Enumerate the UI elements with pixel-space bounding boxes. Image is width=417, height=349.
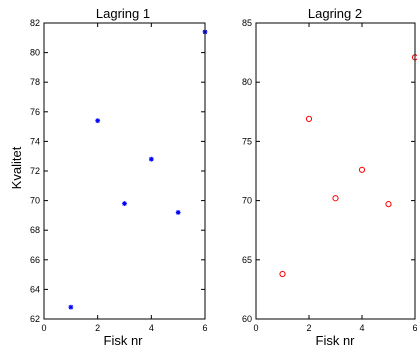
y-tick-label: 78 (30, 77, 40, 87)
y-tick-label: 64 (30, 284, 40, 294)
asterisk-stroke (95, 118, 100, 123)
y-tick-label: 70 (242, 196, 252, 206)
data-point (332, 195, 339, 202)
asterisk-stroke (122, 201, 127, 206)
axis-ticks: 0 2 4 6 60 65 70 75 80 85 (242, 18, 417, 333)
panel-lagring-1: Lagring 1 Fisk nr Kvalitet 0 2 4 6 62 64 66 68 7… (9, 6, 208, 348)
y-tick-label: 76 (30, 107, 40, 117)
data-points (68, 29, 208, 310)
data-point (175, 210, 181, 215)
x-tick-label: 2 (95, 323, 100, 333)
y-tick-label: 62 (30, 314, 40, 324)
panel-lagring-2: Lagring 2 Fisk nr 0 2 4 6 60 65 70 75 80 85 (242, 6, 417, 348)
x-tick-label: 4 (359, 323, 364, 333)
data-point (385, 201, 392, 208)
y-tick-label: 80 (30, 48, 40, 58)
y-tick-label: 82 (30, 18, 40, 28)
y-tick-label: 80 (242, 77, 252, 87)
y-tick-label: 60 (242, 314, 252, 324)
chart-title: Lagring 2 (308, 6, 362, 21)
plot-frame (43, 22, 206, 320)
plot-frame (255, 22, 416, 320)
data-point (95, 118, 101, 124)
x-tick-label: 0 (253, 323, 258, 333)
data-point (358, 166, 366, 173)
x-axis-label: Fisk nr (316, 333, 356, 348)
y-tick-label: 66 (30, 255, 40, 265)
y-axis-label: Kvalitet (9, 146, 24, 189)
x-tick-label: 4 (149, 323, 154, 333)
y-tick-label: 85 (242, 18, 252, 28)
x-axis-label: Fisk nr (104, 333, 144, 348)
x-tick-label: 6 (412, 323, 417, 333)
x-tick-label: 6 (202, 323, 207, 333)
data-point (148, 156, 154, 162)
data-point (68, 304, 74, 310)
chart-title: Lagring 1 (96, 6, 150, 21)
axis-ticks: 0 2 4 6 62 64 66 68 70 72 74 76 78 80 82 (30, 18, 208, 333)
data-point (279, 270, 286, 278)
y-tick-label: 68 (30, 225, 40, 235)
y-tick-label: 72 (30, 166, 40, 176)
y-tick-label: 75 (242, 136, 252, 146)
y-tick-label: 74 (30, 136, 40, 146)
data-point (122, 201, 127, 206)
x-tick-label: 0 (41, 323, 46, 333)
asterisk-stroke (149, 156, 154, 162)
asterisk-stroke (68, 304, 74, 310)
y-tick-label: 65 (242, 255, 252, 265)
x-tick-label: 2 (306, 323, 311, 333)
data-point (305, 115, 313, 123)
y-tick-label: 70 (30, 196, 40, 206)
asterisk-stroke (175, 210, 181, 215)
data-points (279, 54, 417, 278)
